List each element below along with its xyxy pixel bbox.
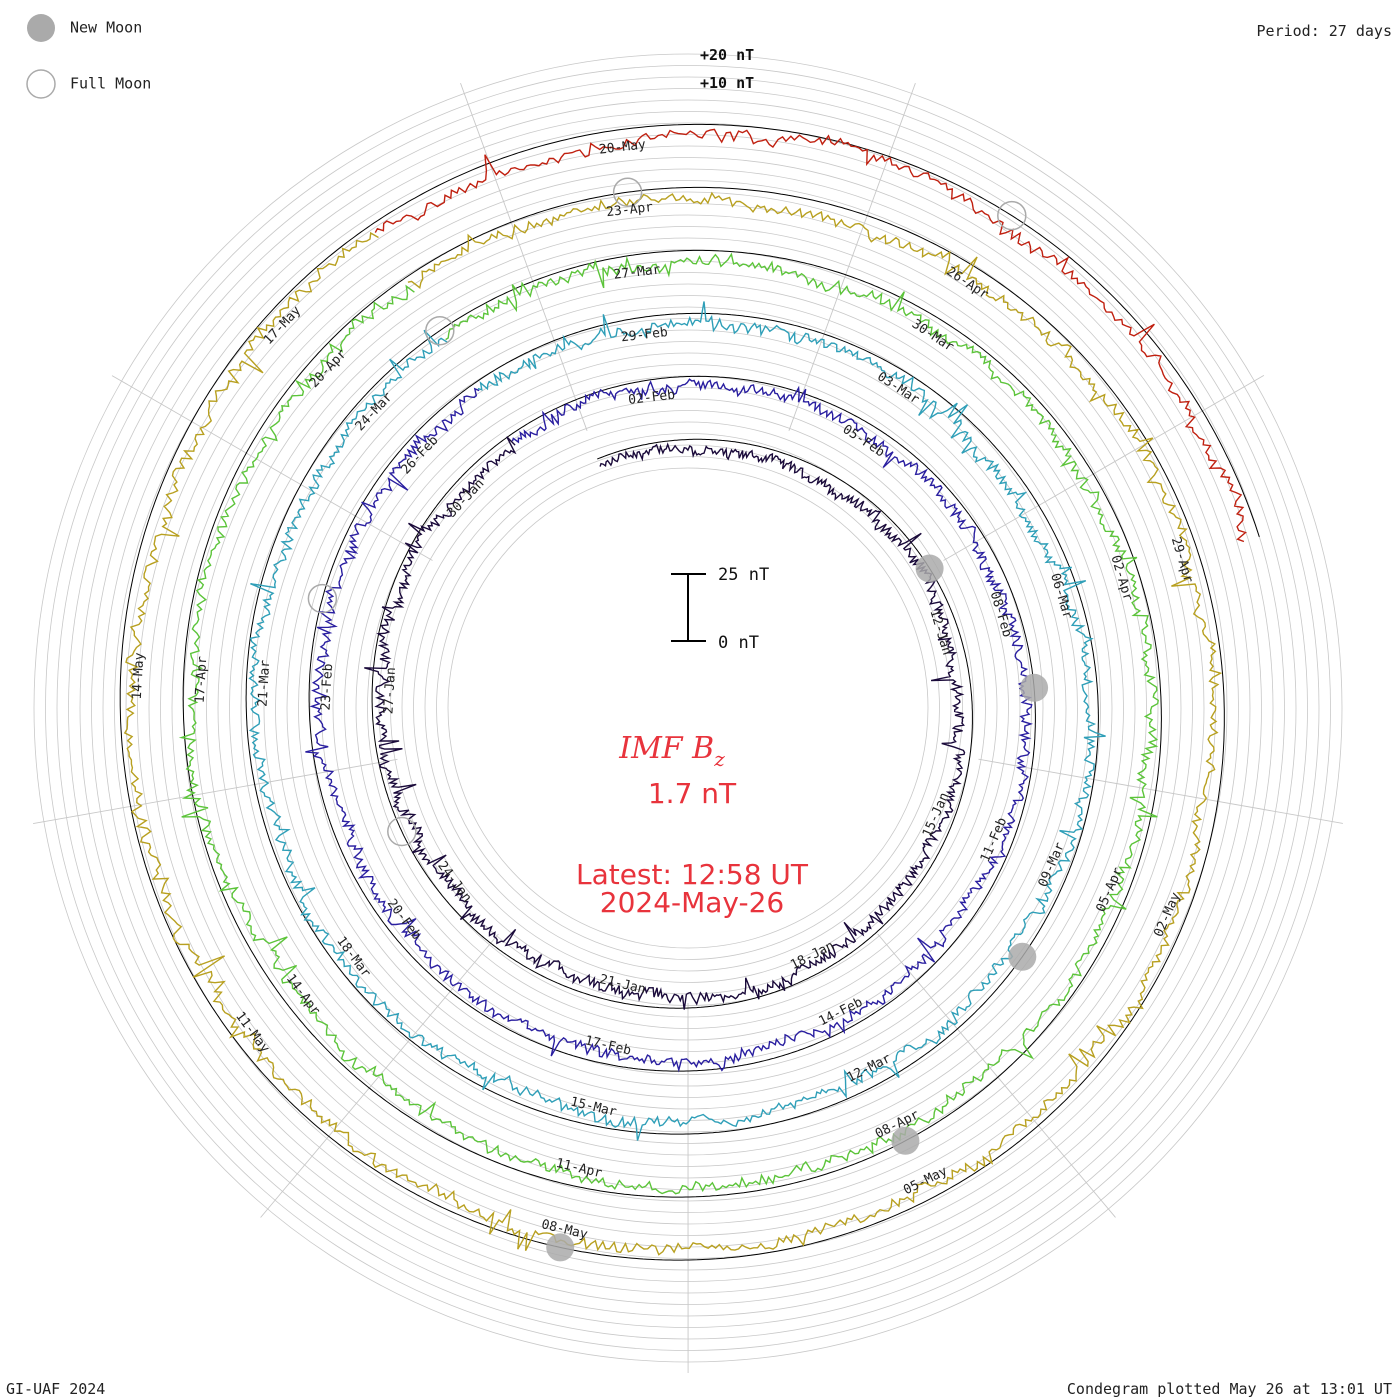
date-label: 14-Apr bbox=[283, 972, 323, 1019]
date-label: 02-May bbox=[1151, 890, 1183, 939]
new-moon-marker bbox=[546, 1233, 575, 1262]
zero-baseline bbox=[245, 312, 1099, 1135]
date-label: 23-Apr bbox=[606, 200, 655, 220]
date-label: 14-May bbox=[130, 652, 148, 700]
spoke-line bbox=[33, 758, 398, 825]
date-label: 29-Apr bbox=[1168, 535, 1196, 584]
period-label: Period: 27 days bbox=[1257, 22, 1392, 40]
date-label: 17-Apr bbox=[193, 656, 211, 704]
grid-ring bbox=[436, 456, 940, 960]
zero-baseline bbox=[119, 186, 1225, 1261]
date-label: 21-Mar bbox=[256, 659, 274, 707]
spoke-line bbox=[460, 82, 588, 431]
zero-baseline bbox=[370, 123, 1260, 538]
date-label: 29-Feb bbox=[620, 325, 669, 345]
date-label: 27-Mar bbox=[613, 262, 662, 282]
date-label: 12-Mar bbox=[845, 1051, 894, 1086]
full-moon-marker bbox=[425, 315, 455, 346]
bz-trace-4 bbox=[178, 252, 1159, 1195]
full-moon-icon bbox=[26, 69, 56, 99]
spoke-line bbox=[943, 375, 1265, 561]
date-label: 05-Feb bbox=[840, 422, 888, 460]
day-spokes bbox=[33, 82, 1343, 1374]
date-label: 11-May bbox=[232, 1009, 272, 1056]
bz-trace-2 bbox=[305, 378, 1034, 1073]
legend-full-moon-label: Full Moon bbox=[70, 75, 151, 93]
chart-title-main: IMF B bbox=[618, 731, 714, 766]
full-moon-marker bbox=[387, 816, 417, 847]
date-label: 05-May bbox=[901, 1164, 950, 1199]
scale-bar-top-label: 25 nT bbox=[718, 565, 769, 585]
new-moon-icon bbox=[27, 14, 55, 42]
date-label: 12-Jan bbox=[926, 608, 954, 657]
moon-markers bbox=[307, 177, 1049, 1262]
scale-label-20: +20 nT bbox=[700, 46, 754, 64]
grid-ring bbox=[424, 444, 952, 972]
spoke-line bbox=[788, 82, 916, 431]
scale-label-10: +10 nT bbox=[700, 74, 754, 92]
new-moon-marker bbox=[1020, 673, 1049, 702]
legend: New Moon Full Moon bbox=[26, 14, 151, 99]
grid-ring bbox=[275, 295, 1101, 1121]
grid-ring bbox=[286, 306, 1090, 1110]
date-label: 06-Mar bbox=[1047, 572, 1075, 621]
date-label: 03-Mar bbox=[874, 369, 922, 407]
zero-baseline bbox=[371, 435, 973, 1009]
bz-trace-1 bbox=[364, 436, 966, 1010]
new-moon-marker bbox=[891, 1126, 920, 1155]
scale-bar: 25 nT 0 nT bbox=[671, 565, 769, 653]
spoke-line bbox=[111, 375, 433, 561]
new-moon-marker bbox=[1008, 942, 1037, 971]
grid-ring bbox=[367, 387, 1009, 1029]
spoke-line bbox=[978, 758, 1343, 824]
bz-trace-5 bbox=[123, 191, 1223, 1256]
date-label: 30-Mar bbox=[909, 317, 957, 355]
current-value: 1.7 nT bbox=[648, 777, 737, 810]
grid-ring bbox=[344, 364, 1032, 1052]
date-label: 27-Jan bbox=[381, 667, 399, 715]
latest-time: Latest: 12:58 UT bbox=[576, 858, 809, 891]
spoke-line bbox=[877, 933, 1116, 1218]
scale-bar-bottom-label: 0 nT bbox=[718, 633, 759, 653]
bz-traces bbox=[119, 123, 1260, 1261]
date-label: 26-Apr bbox=[944, 264, 992, 302]
date-label: 20-May bbox=[598, 137, 647, 157]
credit-label: GI-UAF 2024 bbox=[6, 1380, 105, 1398]
date-label: 15-Mar bbox=[569, 1095, 618, 1120]
full-moon-marker bbox=[997, 200, 1027, 231]
full-moon-marker bbox=[612, 177, 643, 207]
latest-date: 2024-May-26 bbox=[600, 886, 785, 919]
plotted-label: Condegram plotted May 26 at 13:01 UT bbox=[1067, 1380, 1392, 1398]
date-label: 23-Feb bbox=[318, 663, 336, 711]
grid-ring bbox=[413, 433, 963, 983]
date-label: 24-Jan bbox=[434, 859, 474, 906]
grid-ring bbox=[447, 467, 929, 949]
chart-title: IMF Bz bbox=[618, 731, 725, 771]
zero-baseline bbox=[182, 249, 1162, 1198]
new-moon-marker bbox=[915, 554, 944, 583]
zero-baseline bbox=[308, 375, 1036, 1072]
date-label: 09-Mar bbox=[1036, 840, 1068, 889]
grid-ring bbox=[332, 352, 1044, 1064]
bz-trace-6 bbox=[374, 128, 1247, 543]
bz-trace-3 bbox=[248, 301, 1106, 1141]
date-label: 02-Feb bbox=[628, 388, 677, 408]
date-label: 30-Jan bbox=[444, 476, 487, 520]
legend-new-moon-label: New Moon bbox=[70, 19, 142, 37]
full-moon-marker bbox=[307, 583, 338, 614]
chart-title-subscript: z bbox=[713, 747, 725, 771]
